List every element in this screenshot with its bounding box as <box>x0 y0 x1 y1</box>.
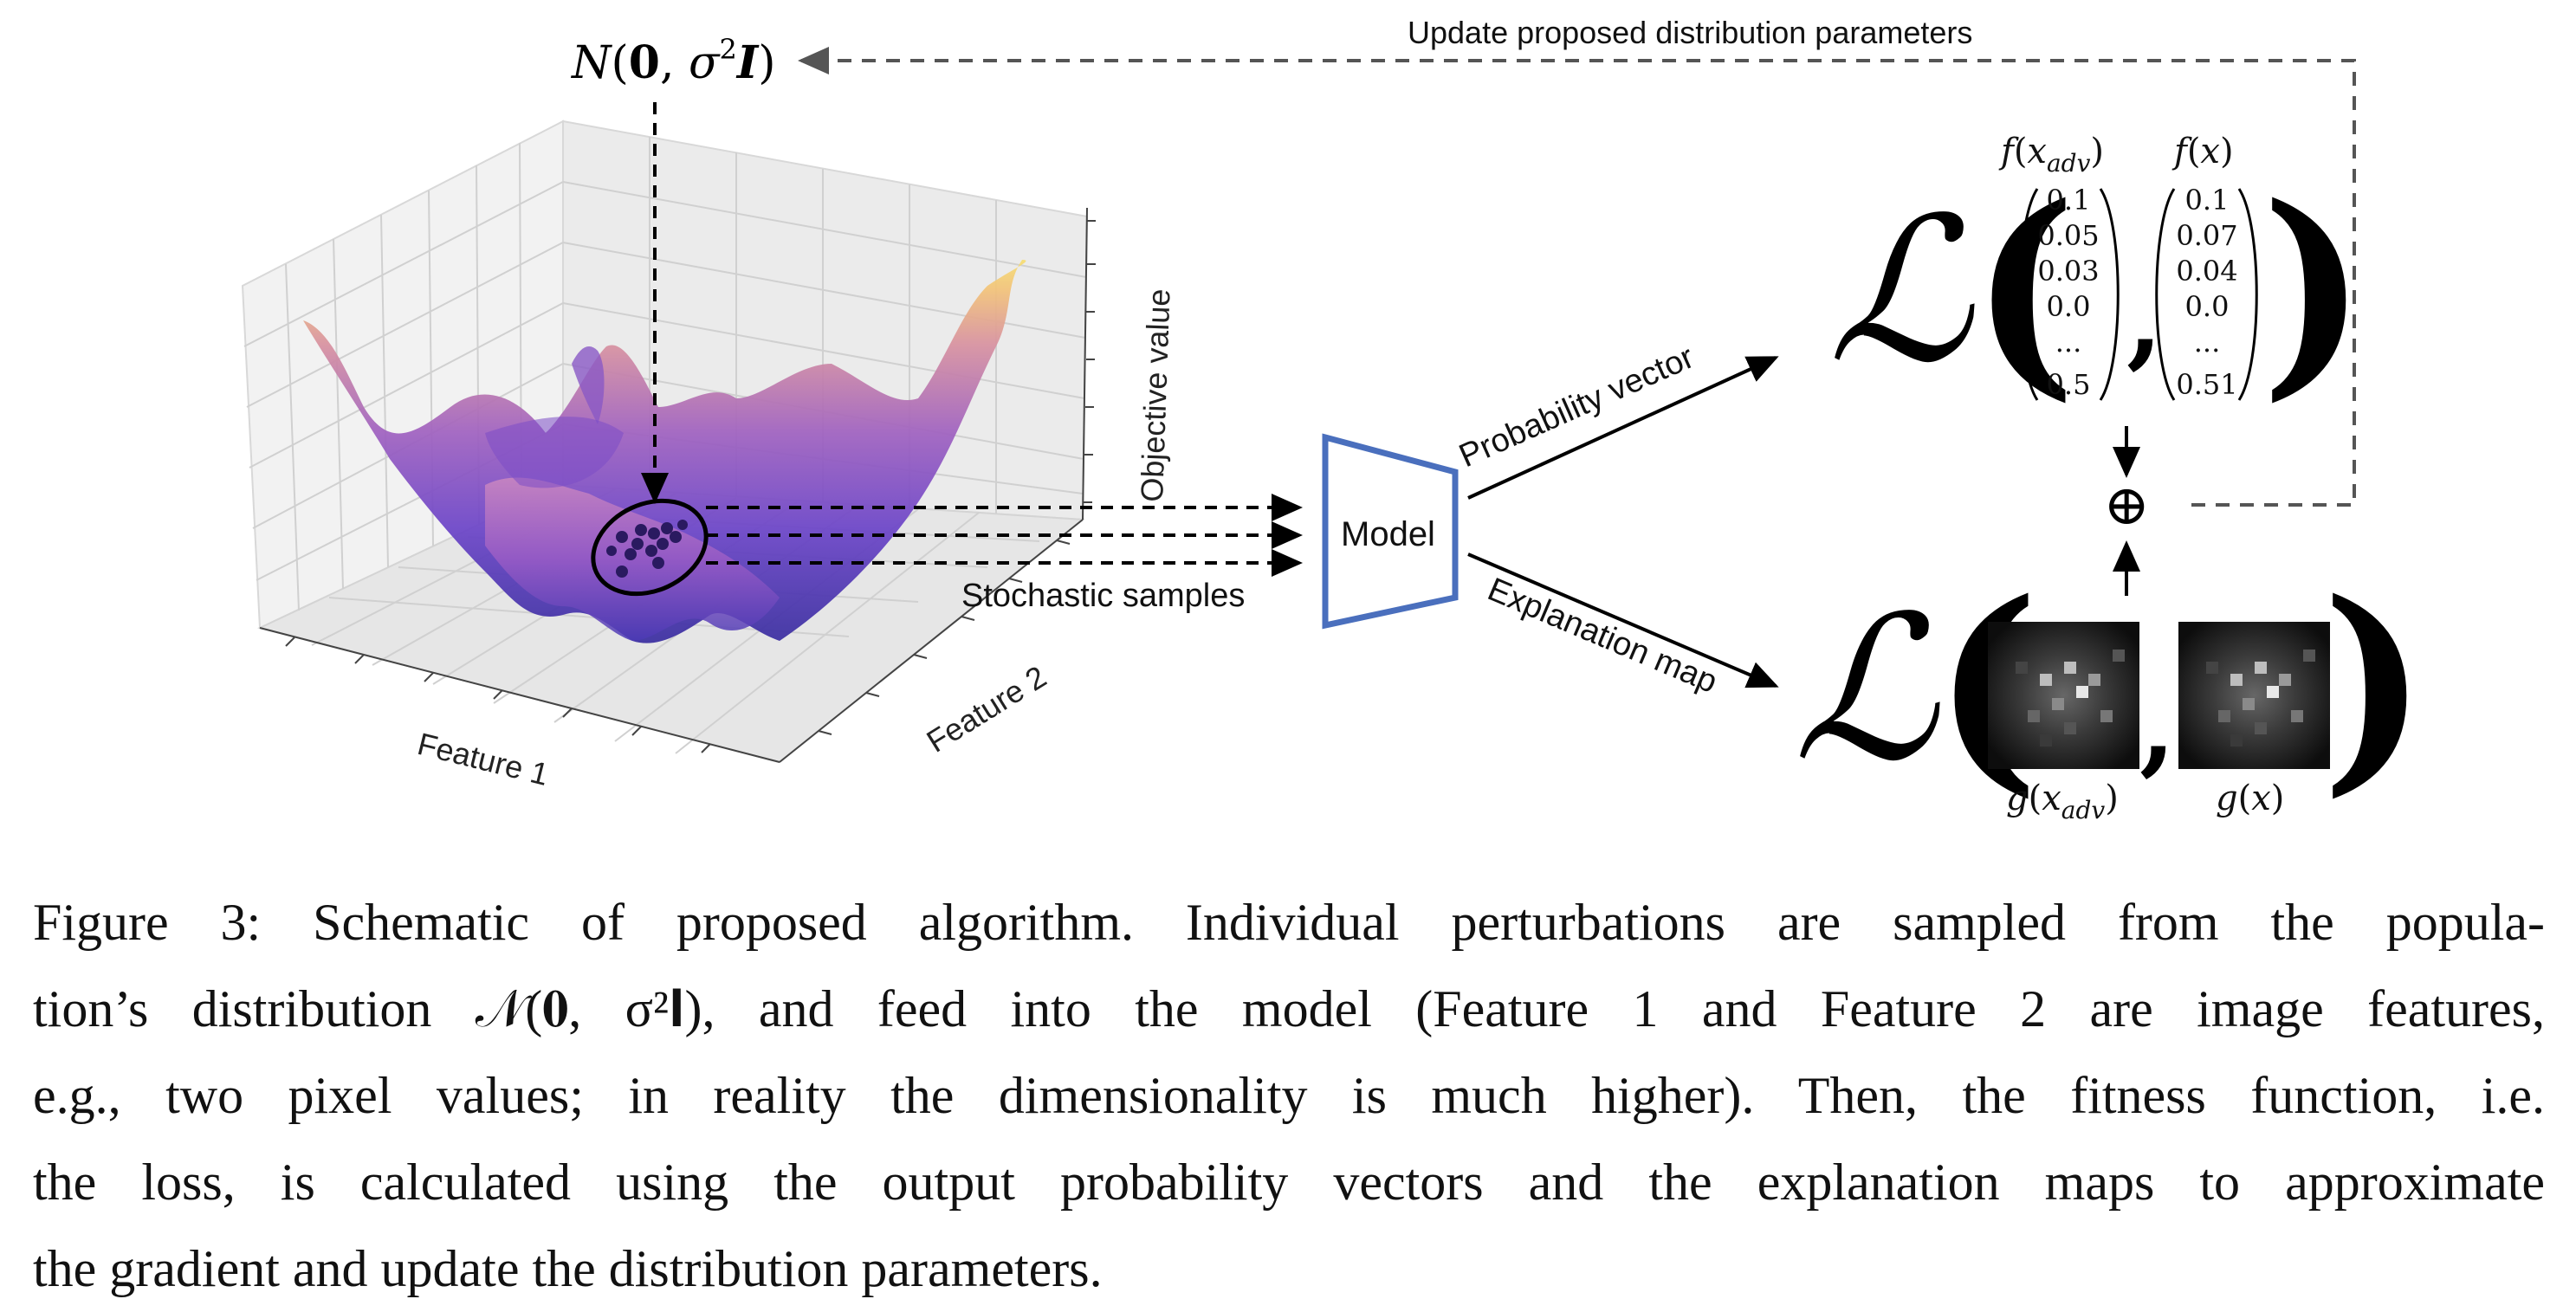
update-feedback-loop <box>798 47 2356 507</box>
loss-comma-bottom: , <box>2139 665 2176 787</box>
model-label: Model <box>1341 515 1435 553</box>
vector-bracket-adv-left <box>2018 188 2039 401</box>
loss-open-paren-top: ( <box>1971 158 2077 422</box>
probability-vector-label: Probability vector <box>1454 339 1700 475</box>
vector-bracket-x-left <box>2155 188 2176 401</box>
plot-ticks <box>285 220 1096 753</box>
vector-value: 0.0 <box>2047 290 2091 323</box>
explanation-map-arrow <box>1467 553 1779 688</box>
sample-ellipse <box>591 498 709 597</box>
plot-axis-feature2 <box>779 519 1084 763</box>
vector-value: 0.03 <box>2037 255 2099 288</box>
sample-points <box>606 520 688 578</box>
f-adv-label: f(xadv) <box>1998 132 2104 178</box>
vector-value: 0.5 <box>2047 368 2091 401</box>
distribution-label: N(0, σ2I) <box>570 33 776 89</box>
loss-close-paren-bottom: ) <box>2321 553 2428 818</box>
vector-value: 0.0 <box>2185 290 2230 323</box>
vector-value: 0.05 <box>2037 219 2099 252</box>
plot-axis-objective <box>1082 207 1088 520</box>
loss-close-paren-top: ) <box>2261 158 2367 422</box>
caption-line: the loss, is calculated using the output… <box>33 1154 2545 1211</box>
vector-value: 0.1 <box>2185 184 2230 217</box>
vector-value: 0.1 <box>2047 184 2091 217</box>
svg-text:N(0, σ2I): N(0, σ2I) <box>570 33 776 89</box>
objective-surface-plot: Feature 1 Feature 2 Objective value <box>241 120 1177 792</box>
vector-value: 0.04 <box>2176 255 2237 288</box>
caption-line: e.g., two pixel values; in reality the d… <box>33 1067 2545 1124</box>
explanation-loss: ℒ ( ) , g(xadv) g(x) <box>1793 553 2428 824</box>
probability-loss: ℒ ( ) , f(xadv) f(x) 0.1 0.05 0.03 0.0 .… <box>1828 132 2367 422</box>
g-x-label: g(x) <box>2216 779 2284 818</box>
figure-caption: Figure 3: Schematic of proposed algorith… <box>33 879 2545 1312</box>
caption-line: the gradient and update the distribution… <box>33 1240 1103 1297</box>
explanation-map-label: Explanation map <box>1482 572 1722 701</box>
model-box <box>1322 433 1459 630</box>
vector-value: 0.07 <box>2176 219 2237 252</box>
update-parameters-label: Update proposed distribution parameters <box>1408 15 1972 50</box>
loss-symbol-bottom: ℒ <box>1793 574 1940 805</box>
probability-vector-arrow <box>1467 356 1779 500</box>
vector-values-x: 0.1 0.07 0.04 0.0 ... 0.51 <box>2176 184 2237 401</box>
axis-label-objective: Objective value <box>1134 288 1177 502</box>
g-adv-label: g(xadv) <box>2006 779 2119 824</box>
vector-bracket-x-right <box>2237 188 2258 401</box>
axis-label-feature1: Feature 1 <box>414 726 552 792</box>
plot-axis-feature1 <box>259 627 780 763</box>
caption-line: Figure 3: Schematic of proposed algorith… <box>33 894 2545 951</box>
sum-symbol: ⊕ <box>2103 474 2150 538</box>
vector-bracket-adv-right <box>2099 188 2120 401</box>
f-x-label: f(x) <box>2171 132 2234 171</box>
sample-arrows <box>706 494 1303 577</box>
caption-line: tion’s distribution 𝒩(𝟎, σ²𝐈), and feed … <box>33 980 2545 1037</box>
vector-value: ... <box>2194 326 2221 359</box>
explanation-map-adv-image <box>1988 622 2139 769</box>
vector-value: ... <box>2055 326 2082 359</box>
objective-surface <box>303 260 1026 643</box>
vector-value: 0.51 <box>2176 368 2237 401</box>
axis-label-feature2: Feature 2 <box>921 658 1052 759</box>
vector-values-adv: 0.1 0.05 0.03 0.0 ... 0.5 <box>2037 184 2099 401</box>
figure-diagram: Feature 1 Feature 2 Objective value N(0,… <box>241 15 2428 824</box>
loss-symbol-top: ℒ <box>1828 176 1975 407</box>
explanation-map-x-image <box>2178 622 2330 769</box>
stochastic-samples-label: Stochastic samples <box>961 578 1245 614</box>
